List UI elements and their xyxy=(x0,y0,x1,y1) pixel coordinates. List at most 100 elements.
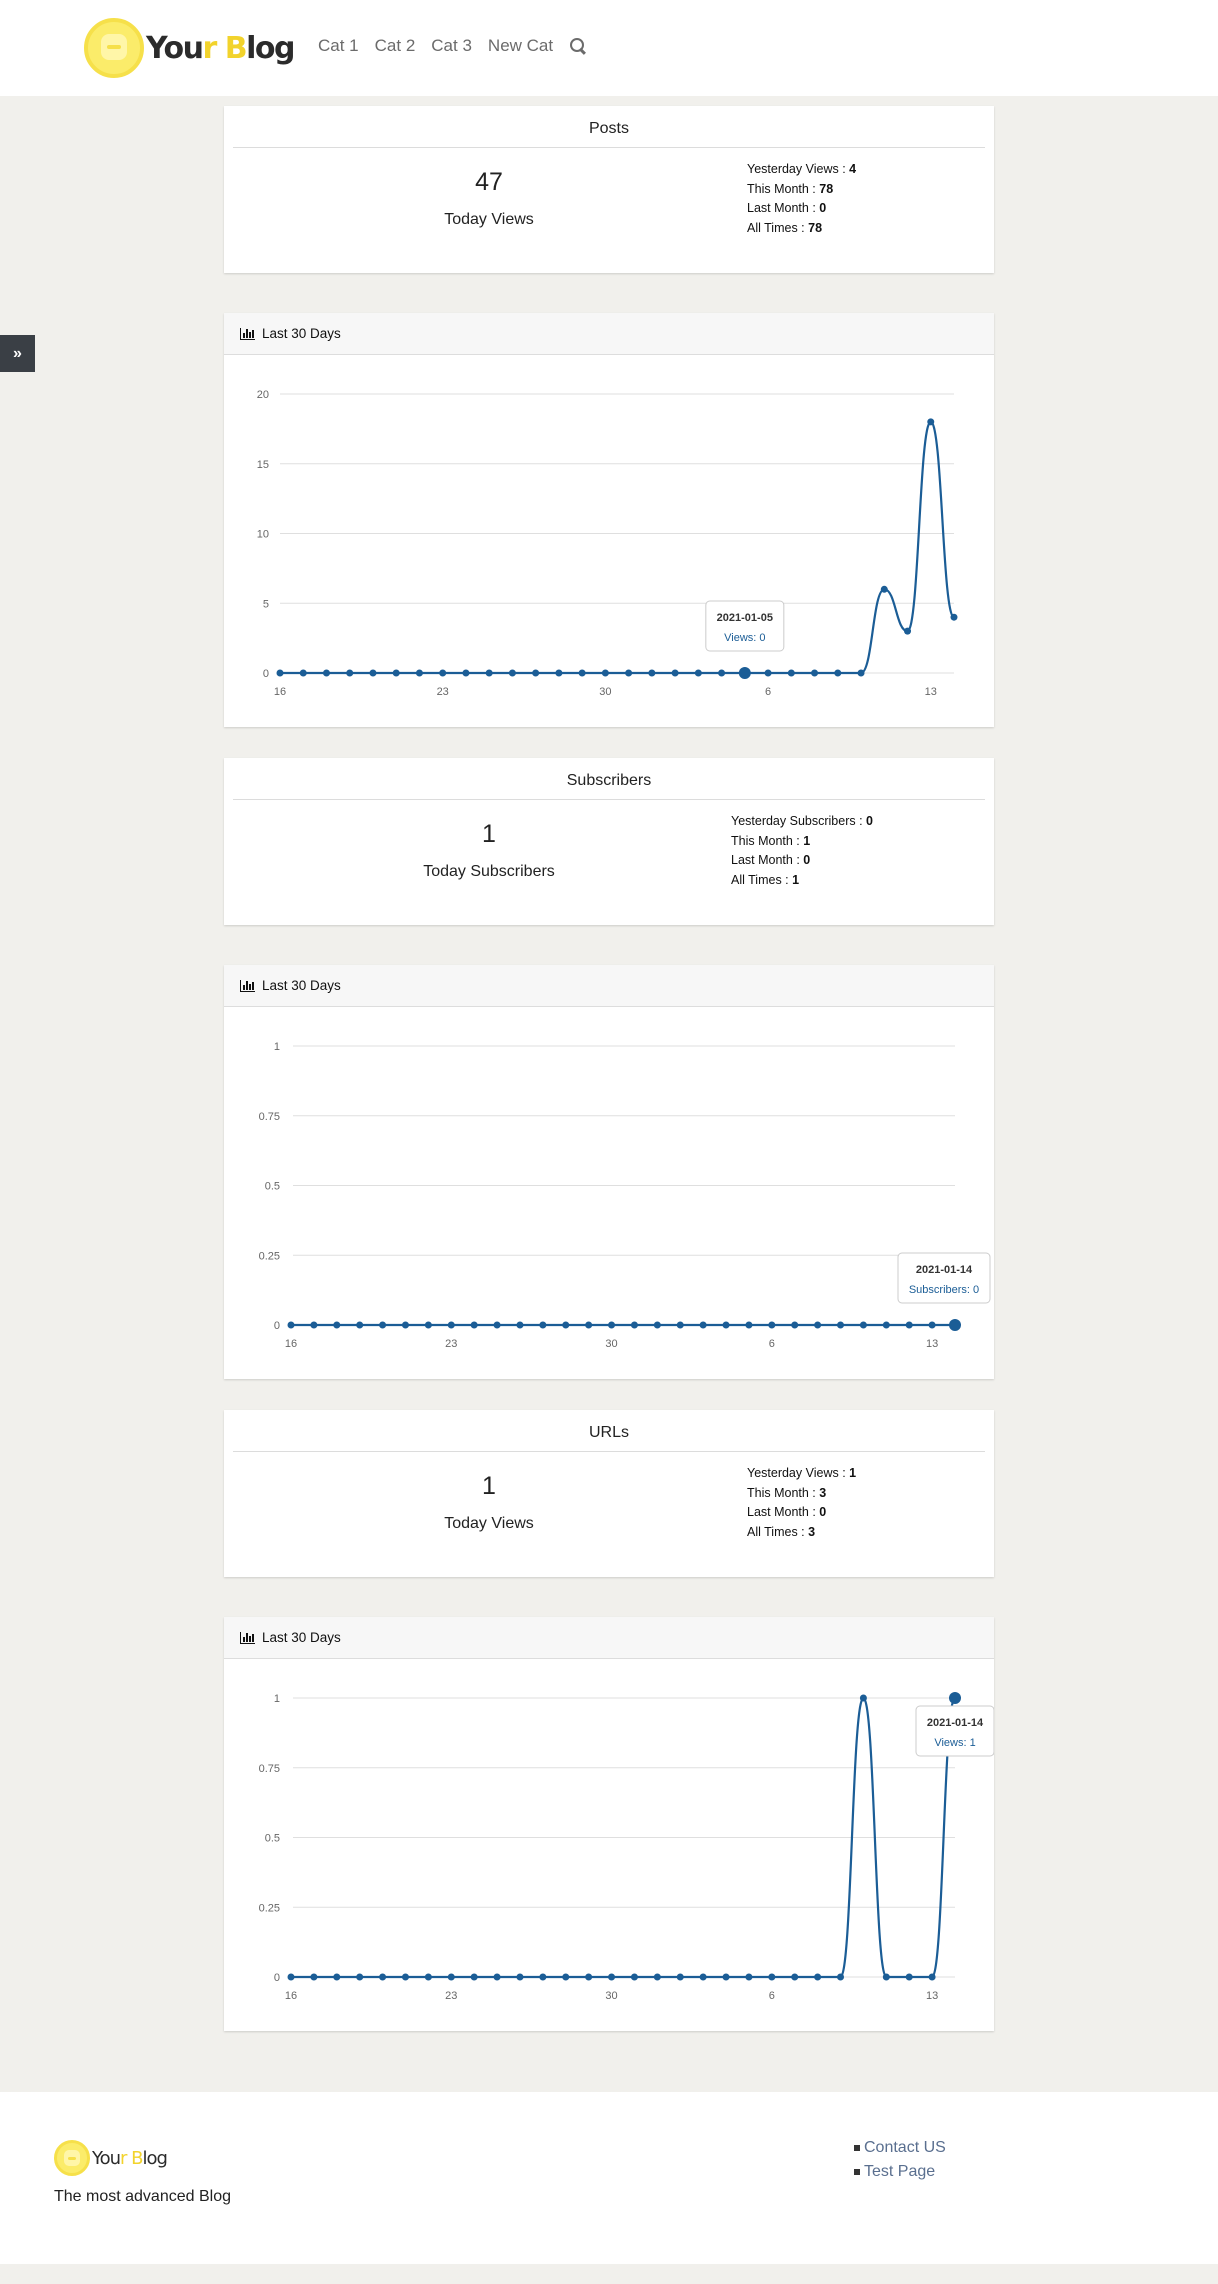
y-tick-label: 0 xyxy=(274,1972,280,1984)
data-point xyxy=(648,669,656,677)
data-point xyxy=(722,1973,730,1981)
data-point xyxy=(310,1973,318,1981)
posts-line-chart[interactable]: 0 5 10 15 20 16 23 30 6 13 2021-01-05 Views: 0 xyxy=(224,355,994,727)
y-tick-label: 5 xyxy=(263,598,269,610)
footer-link-test-page[interactable]: Test Page xyxy=(854,2160,946,2184)
data-point xyxy=(493,1973,501,1981)
footer-logo-text: Your Blog xyxy=(92,2147,168,2169)
posts-today: 47 Today Views xyxy=(414,168,564,229)
urls-stats-list: Yesterday Views : 1 This Month : 3 Last … xyxy=(747,1464,856,1542)
stat-row: All Times : 3 xyxy=(747,1524,816,1539)
data-point xyxy=(676,1973,684,1981)
nav-item-cat-1[interactable]: Cat 1 xyxy=(318,36,359,55)
stat-row: Last Month : 0 xyxy=(731,853,811,867)
urls-line-chart[interactable]: 0 0.25 0.5 0.75 1 16 23 30 6 13 2021-01-14 Views: 1 xyxy=(224,1659,994,2031)
footer-tagline: The most advanced Blog xyxy=(54,2188,231,2205)
data-point xyxy=(401,1973,409,1981)
stat-row: Last Month : 0 xyxy=(747,1505,827,1519)
footer-logo[interactable]: Your Blog xyxy=(54,2140,168,2176)
nav-item-new-cat[interactable]: New Cat xyxy=(487,36,554,55)
nav-item-cat-2[interactable]: Cat 2 xyxy=(374,36,416,55)
data-point xyxy=(608,1321,616,1329)
logo-text: Your Blog xyxy=(146,30,295,66)
data-point xyxy=(745,1973,753,1981)
blogger-logo-icon xyxy=(84,18,144,78)
x-tick-label: 13 xyxy=(926,1990,938,2002)
data-point xyxy=(653,1321,661,1329)
y-tick-label: 20 xyxy=(257,389,269,401)
tooltip-value: Views: 0 xyxy=(724,632,765,644)
data-point xyxy=(287,1321,295,1329)
data-point xyxy=(859,1321,867,1329)
subscribers-line-chart[interactable]: 0 0.25 0.5 0.75 1 16 23 30 6 13 2021-01-14 Subscrib… xyxy=(224,1007,994,1379)
x-tick-label: 13 xyxy=(925,686,937,698)
urls-today-value: 1 xyxy=(482,1472,496,1500)
data-point xyxy=(905,1321,913,1329)
data-point xyxy=(346,669,354,677)
bar-chart-icon xyxy=(240,327,255,340)
data-point xyxy=(904,627,912,635)
sidebar-toggle-button[interactable]: » xyxy=(0,335,35,372)
data-point xyxy=(764,669,772,677)
data-point xyxy=(671,669,679,677)
footer-link-contact[interactable]: Contact US xyxy=(854,2136,946,2160)
subscribers-today-label: Today Subscribers xyxy=(423,863,555,880)
data-point xyxy=(928,1973,936,1981)
data-point xyxy=(718,669,726,677)
data-point xyxy=(814,1973,822,1981)
data-point xyxy=(322,669,330,677)
data-point xyxy=(787,669,795,677)
chart-header: Last 30 Days xyxy=(224,1617,994,1659)
chart-header-label: Last 30 Days xyxy=(262,978,341,993)
nav-item-cat-3[interactable]: Cat 3 xyxy=(431,36,472,55)
double-chevron-right-icon: » xyxy=(13,344,22,362)
x-tick-label: 16 xyxy=(285,1338,297,1350)
y-tick-label: 10 xyxy=(257,529,269,541)
data-point xyxy=(379,1321,387,1329)
urls-stats-card: URLs 1 Today Views Yesterday Views : 1 T… xyxy=(224,1410,994,1577)
stat-row: Yesterday Views : 4 xyxy=(747,162,857,176)
y-tick-label: 0.5 xyxy=(265,1833,280,1845)
stat-row: All Times : 1 xyxy=(731,872,800,887)
y-tick-label: 0.5 xyxy=(265,1181,280,1193)
tooltip-box xyxy=(705,600,785,652)
data-point xyxy=(927,418,935,426)
urls-today-label: Today Views xyxy=(444,1515,534,1532)
data-point xyxy=(401,1321,409,1329)
chart-tooltip: 2021-01-14 Views: 1 xyxy=(915,1705,994,1757)
x-tick-label: 16 xyxy=(285,1990,297,2002)
y-tick-label: 0 xyxy=(263,668,269,680)
site-logo[interactable]: Your Blog xyxy=(84,18,295,78)
posts-stats-list: Yesterday Views : 4 This Month : 78 Last… xyxy=(747,160,856,238)
data-point xyxy=(516,1321,524,1329)
x-tick-label: 30 xyxy=(599,686,611,698)
site-footer: Your Blog The most advanced Blog Contact… xyxy=(0,2092,1218,2264)
data-point xyxy=(857,669,865,677)
posts-title: Posts xyxy=(233,106,985,148)
data-point xyxy=(333,1973,341,1981)
data-point xyxy=(768,1973,776,1981)
data-point xyxy=(630,1321,638,1329)
data-point xyxy=(516,1973,524,1981)
urls-title: URLs xyxy=(233,1410,985,1452)
subscribers-chart-card: Last 30 Days 0 0.25 0.5 0.75 1 16 23 30 6 13 2021-… xyxy=(224,965,994,1379)
data-point xyxy=(276,669,284,677)
data-point xyxy=(532,669,540,677)
tooltip-date: 2021-01-14 xyxy=(927,1717,984,1729)
bar-chart-icon xyxy=(240,979,255,992)
data-point xyxy=(882,1973,890,1981)
tooltip-value: Subscribers: 0 xyxy=(909,1284,979,1296)
search-icon[interactable] xyxy=(569,37,587,55)
data-point xyxy=(424,1973,432,1981)
data-point xyxy=(299,669,307,677)
data-point xyxy=(837,1973,845,1981)
x-tick-label: 6 xyxy=(765,686,771,698)
series-line xyxy=(280,420,956,675)
blogger-logo-icon xyxy=(54,2140,90,2176)
tooltip-date: 2021-01-05 xyxy=(717,612,773,624)
data-point xyxy=(653,1973,661,1981)
data-point xyxy=(905,1973,913,1981)
data-point xyxy=(585,1973,593,1981)
x-tick-label: 23 xyxy=(437,686,449,698)
data-point xyxy=(470,1321,478,1329)
